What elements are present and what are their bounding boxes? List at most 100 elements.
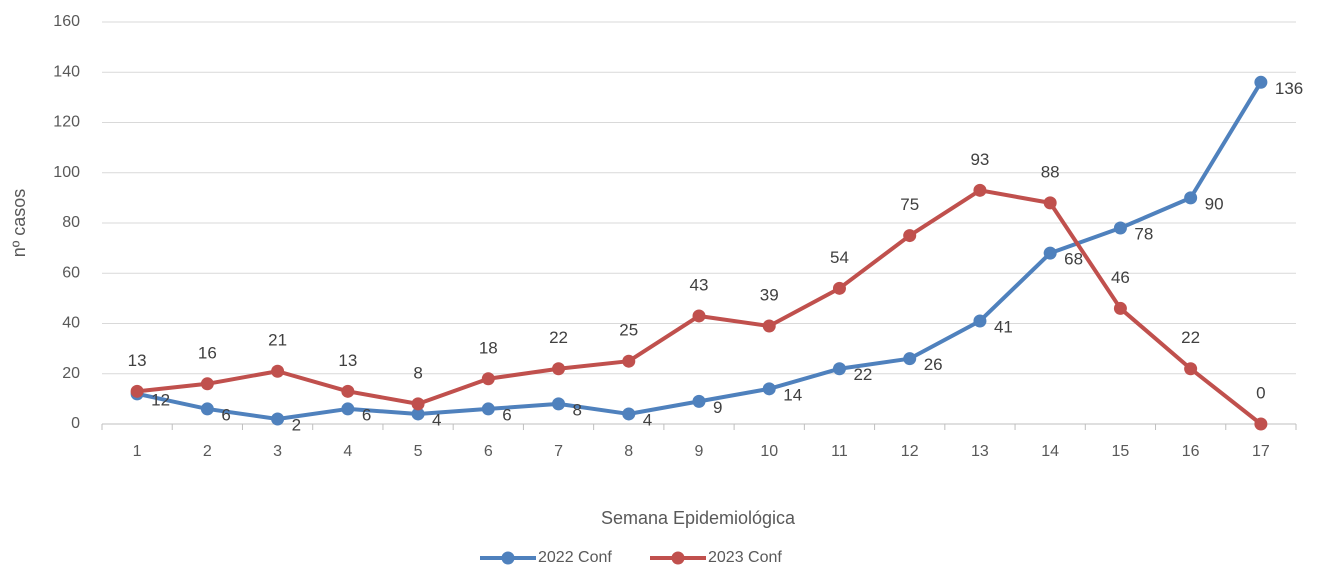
x-tick-label: 1 (133, 443, 142, 460)
data-label: 93 (970, 150, 989, 169)
data-label: 43 (690, 275, 709, 294)
point (552, 362, 566, 376)
point (411, 407, 425, 421)
point (903, 352, 917, 366)
point (1254, 417, 1268, 431)
data-label: 9 (713, 398, 722, 417)
data-label: 88 (1041, 162, 1060, 181)
point (481, 402, 495, 416)
data-label: 78 (1134, 225, 1153, 244)
point (622, 407, 636, 421)
data-label: 6 (502, 405, 511, 424)
point (832, 281, 846, 295)
y-tick-label: 0 (71, 415, 80, 432)
data-label: 4 (432, 410, 441, 429)
data-label: 54 (830, 248, 849, 267)
data-label: 12 (151, 390, 170, 409)
y-tick-label: 140 (53, 63, 80, 80)
point (200, 377, 214, 391)
point (1113, 301, 1127, 315)
data-label: 21 (268, 331, 287, 350)
x-tick-label: 6 (484, 443, 493, 460)
data-label: 46 (1111, 268, 1130, 287)
x-tick-label: 8 (624, 443, 633, 460)
x-tick-label: 17 (1252, 443, 1270, 460)
point (130, 384, 144, 398)
data-label: 6 (221, 405, 230, 424)
point (762, 319, 776, 333)
series-line (136, 81, 1263, 421)
data-label: 0 (1256, 383, 1265, 402)
y-tick-label: 40 (62, 315, 80, 332)
x-tick-label: 13 (971, 443, 989, 460)
data-label: 13 (128, 351, 147, 370)
x-tick-label: 4 (343, 443, 352, 460)
point (1184, 362, 1198, 376)
point (1254, 75, 1268, 89)
point (692, 394, 706, 408)
data-label: 18 (479, 338, 498, 357)
point (552, 397, 566, 411)
point (973, 314, 987, 328)
data-label: 13 (338, 351, 357, 370)
x-tick-label: 5 (414, 443, 423, 460)
point (903, 229, 917, 243)
point (692, 309, 706, 323)
data-label: 22 (853, 365, 872, 384)
data-label: 4 (643, 410, 652, 429)
point (762, 382, 776, 396)
x-tick-label: 9 (695, 443, 704, 460)
point (1113, 221, 1127, 235)
data-label: 41 (994, 317, 1013, 336)
y-tick-label: 100 (53, 164, 80, 181)
point (622, 354, 636, 368)
x-tick-label: 12 (901, 443, 919, 460)
data-label: 75 (900, 195, 919, 214)
point (411, 397, 425, 411)
data-label: 22 (549, 328, 568, 347)
data-label: 39 (760, 285, 779, 304)
data-label: 26 (924, 355, 943, 374)
point (1043, 196, 1057, 210)
data-label: 8 (573, 400, 582, 419)
legend-marker (671, 551, 685, 565)
y-tick-label: 160 (53, 13, 80, 30)
point (200, 402, 214, 416)
x-tick-label: 14 (1041, 443, 1059, 460)
x-tick-label: 3 (273, 443, 282, 460)
legend-marker (501, 551, 515, 565)
point (1043, 246, 1057, 260)
x-tick-label: 15 (1112, 443, 1130, 460)
x-tick-label: 11 (831, 443, 848, 460)
point (341, 384, 355, 398)
point (1184, 191, 1198, 205)
point (271, 364, 285, 378)
data-label: 90 (1205, 194, 1224, 213)
data-label: 68 (1064, 250, 1083, 269)
y-tick-label: 120 (53, 114, 80, 131)
data-label: 136 (1275, 79, 1303, 98)
y-tick-label: 60 (62, 264, 80, 281)
data-label: 22 (1181, 328, 1200, 347)
point (973, 183, 987, 197)
data-label: 6 (362, 405, 371, 424)
point (341, 402, 355, 416)
y-tick-label: 80 (62, 214, 80, 231)
point (481, 372, 495, 386)
legend-label: 2023 Conf (708, 549, 782, 566)
x-axis-title: Semana Epidemiológica (601, 508, 796, 528)
data-label: 2 (292, 415, 301, 434)
point (271, 412, 285, 426)
series-line (136, 188, 1263, 426)
x-tick-label: 10 (760, 443, 778, 460)
legend-label: 2022 Conf (538, 549, 612, 566)
x-tick-label: 7 (554, 443, 563, 460)
data-label: 25 (619, 321, 638, 340)
point (832, 362, 846, 376)
x-tick-label: 16 (1182, 443, 1200, 460)
data-label: 14 (783, 385, 802, 404)
x-tick-label: 2 (203, 443, 212, 460)
data-label: 16 (198, 343, 217, 362)
